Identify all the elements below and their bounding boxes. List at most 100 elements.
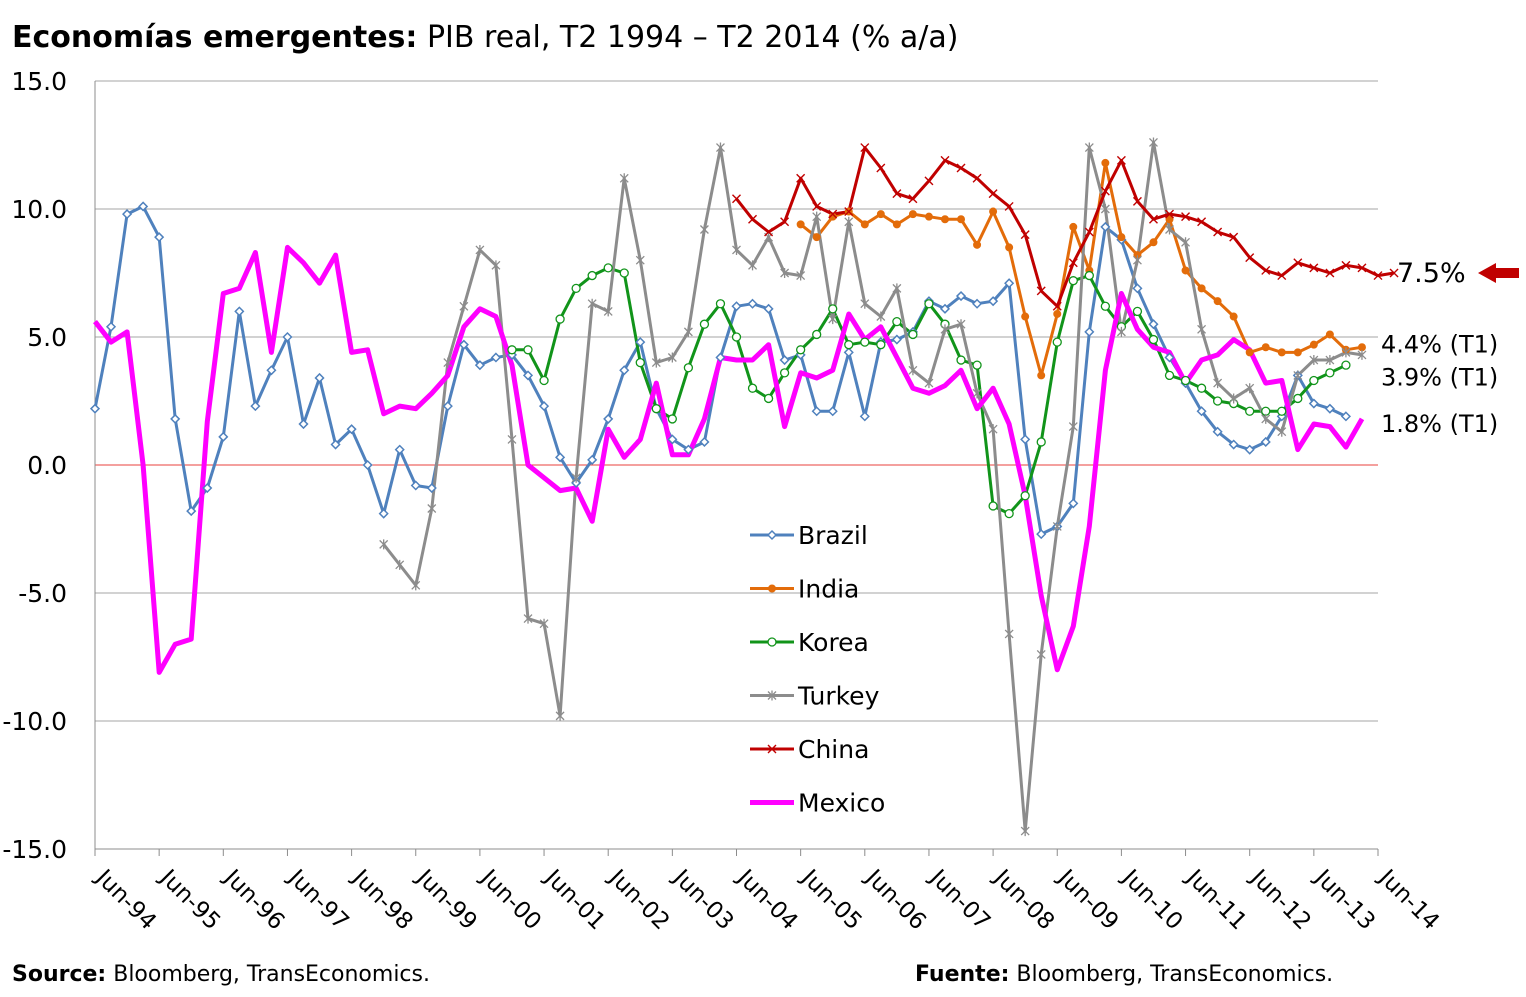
data-point	[763, 303, 774, 314]
data-point	[972, 388, 982, 399]
data-point	[122, 209, 133, 220]
chart-title-rest: PIB real, T2 1994 – T2 2014 (% a/a)	[417, 20, 959, 55]
data-point	[1100, 204, 1110, 214]
y-tick-label: 15.0	[11, 67, 67, 96]
data-point	[1100, 221, 1111, 232]
data-point	[1148, 319, 1159, 330]
data-point	[812, 211, 822, 222]
data-point	[411, 580, 421, 591]
data-point	[105, 321, 117, 332]
data-point	[892, 189, 902, 199]
data-point	[828, 304, 838, 314]
data-point	[1228, 439, 1239, 450]
data-point	[763, 393, 774, 404]
data-point	[571, 283, 581, 294]
data-point	[507, 434, 517, 445]
data-point	[587, 298, 597, 309]
data-point	[876, 340, 886, 350]
data-point	[767, 637, 777, 647]
data-point	[1324, 403, 1335, 414]
series-markers-turkey	[379, 137, 1367, 837]
data-point	[812, 201, 822, 211]
series-lines	[93, 140, 1395, 833]
data-point	[1052, 521, 1062, 532]
data-point	[715, 352, 726, 363]
series-markers-china	[732, 143, 1399, 311]
annotation-label: 7.5%	[1397, 258, 1466, 289]
data-point	[747, 383, 758, 393]
data-point	[1244, 444, 1255, 455]
data-point	[1069, 222, 1078, 231]
data-point	[1180, 375, 1191, 386]
data-point	[1100, 186, 1110, 196]
data-point	[1341, 260, 1351, 270]
data-point	[972, 298, 983, 309]
data-point	[764, 232, 774, 243]
data-point	[442, 401, 453, 412]
chart-title-bold: Economías emergentes:	[12, 20, 418, 55]
data-point	[346, 424, 357, 435]
data-point	[988, 501, 998, 511]
x-tick-label: Jun-96	[218, 863, 290, 935]
data-point	[1325, 268, 1335, 278]
data-point	[860, 143, 870, 153]
data-point	[1213, 378, 1223, 389]
data-point	[475, 244, 485, 255]
data-point	[1229, 393, 1239, 404]
data-point	[844, 216, 854, 227]
data-point	[635, 255, 645, 266]
data-point	[683, 363, 694, 373]
data-point	[571, 472, 581, 483]
data-point	[1197, 324, 1207, 335]
data-point	[1245, 348, 1254, 357]
source-note-right: Fuente: Bloomberg, TransEconomics.	[915, 962, 1333, 987]
legend-item-mexico: Mexico	[750, 789, 885, 818]
data-point	[1325, 330, 1334, 339]
data-point	[603, 306, 613, 317]
data-point	[908, 194, 918, 204]
legend-item-turkey: Turkey	[750, 682, 880, 711]
data-point	[683, 444, 694, 455]
data-point	[1309, 340, 1318, 349]
data-point	[266, 365, 277, 376]
data-point	[458, 339, 469, 350]
data-point	[699, 224, 709, 235]
data-point	[1309, 375, 1319, 386]
x-tick-label: Jun-06	[859, 863, 931, 935]
data-point	[940, 324, 950, 335]
data-point	[330, 439, 341, 450]
data-point	[780, 217, 790, 227]
data-point	[876, 163, 886, 173]
data-point	[1212, 426, 1223, 437]
data-point	[844, 207, 854, 217]
data-point	[732, 244, 741, 255]
data-point	[1165, 224, 1174, 235]
data-point	[443, 357, 453, 368]
data-point	[1213, 297, 1222, 306]
data-point	[1197, 284, 1206, 293]
data-point	[1004, 278, 1015, 289]
legend-label: China	[798, 735, 869, 764]
data-point	[1357, 349, 1367, 360]
data-point	[1148, 214, 1158, 224]
data-point	[892, 220, 901, 229]
x-tick-label: Jun-04	[731, 863, 803, 935]
source-right-text: Bloomberg, TransEconomics.	[1009, 962, 1334, 987]
data-point	[186, 506, 197, 517]
data-point	[1277, 406, 1287, 416]
data-point	[234, 306, 245, 317]
data-point	[1117, 233, 1126, 242]
data-point	[1357, 343, 1366, 352]
x-tick-label: Jun-02	[603, 863, 675, 935]
data-point	[957, 215, 966, 224]
data-point	[1053, 309, 1062, 318]
source-left-label: Source:	[12, 962, 107, 987]
data-point	[1084, 227, 1094, 237]
data-point	[1181, 237, 1191, 248]
data-point	[1325, 368, 1335, 378]
x-tick-label: Jun-00	[474, 863, 546, 935]
annotation-label: 4.4% (T1)	[1381, 330, 1498, 358]
data-point	[796, 270, 806, 281]
data-point	[1052, 301, 1062, 311]
data-point	[1229, 312, 1238, 321]
